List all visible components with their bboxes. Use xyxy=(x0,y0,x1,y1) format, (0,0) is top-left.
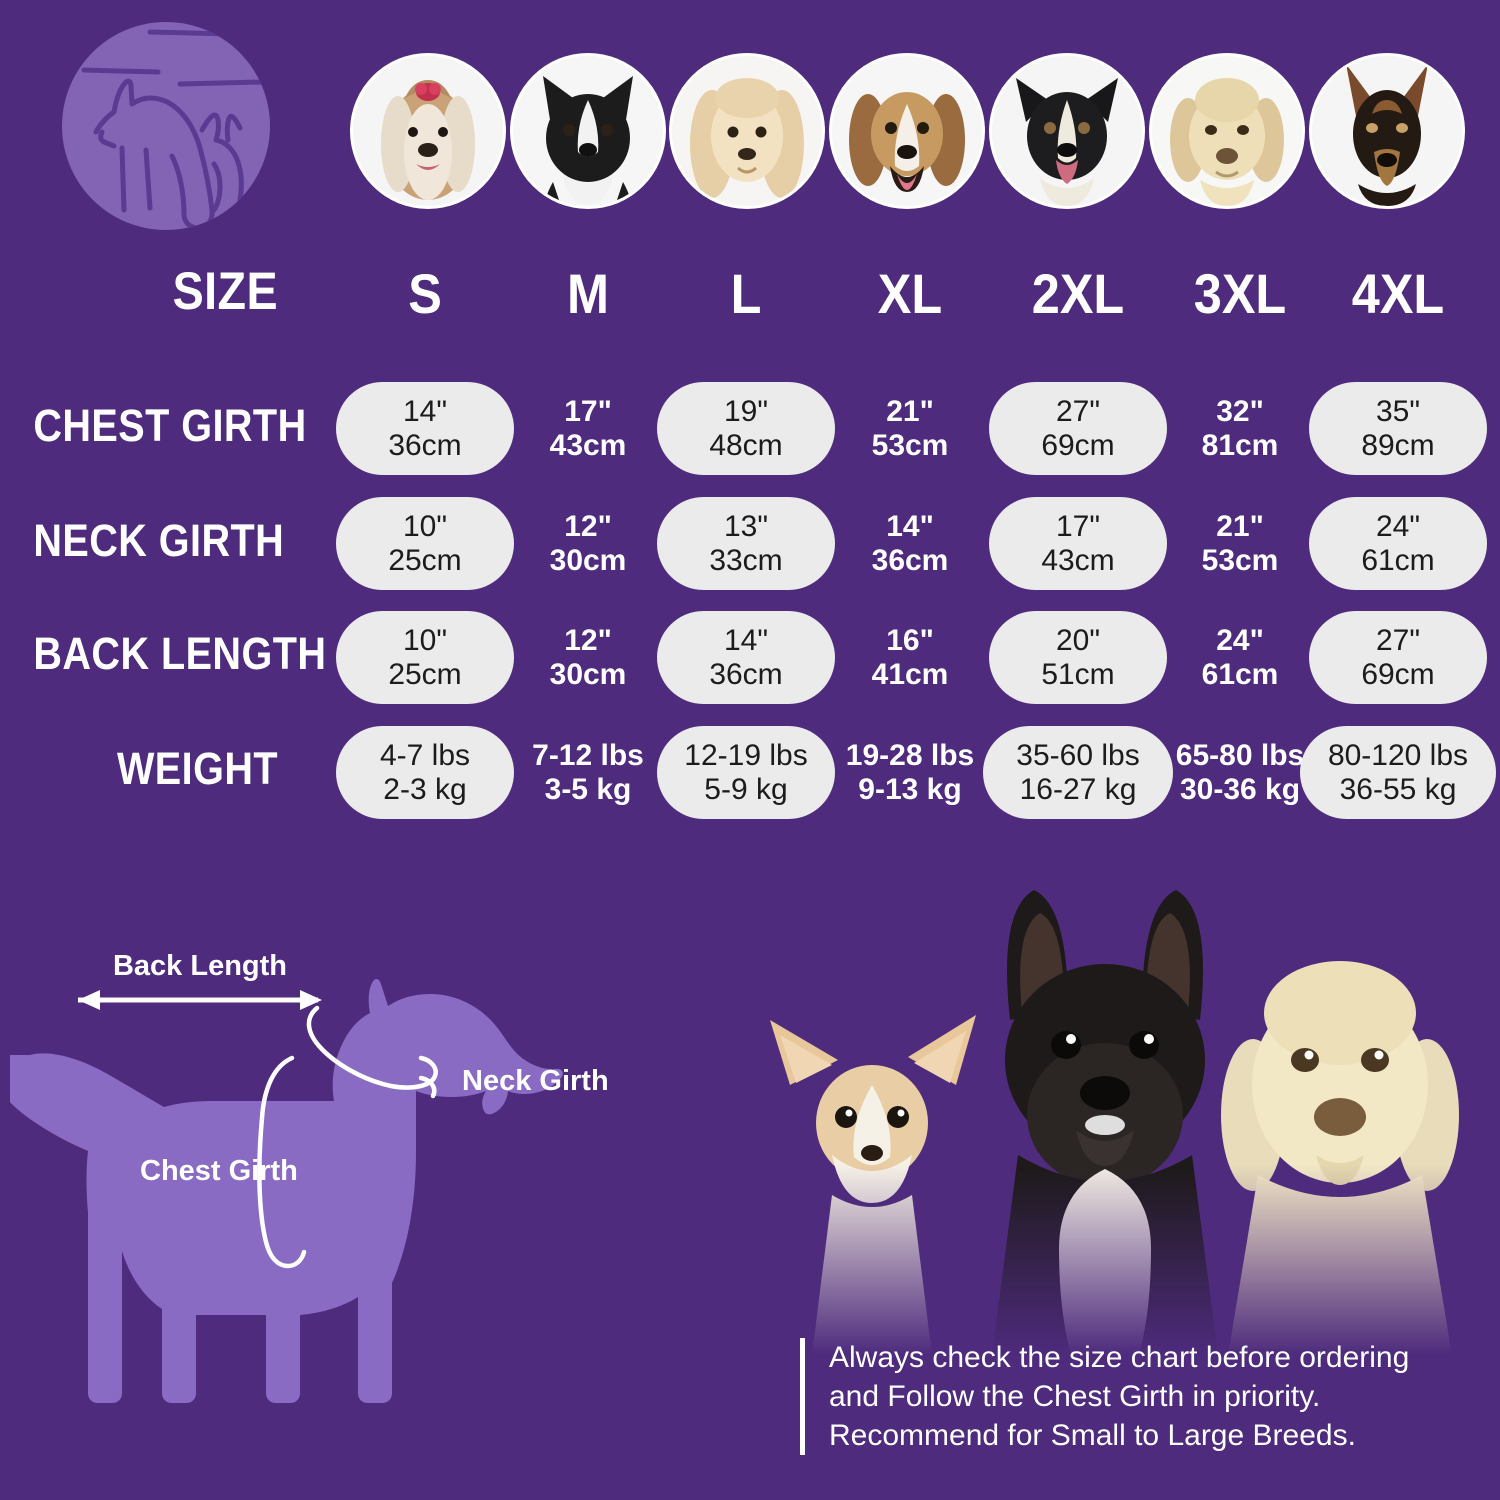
table-title: SIZE xyxy=(172,262,278,321)
chihuahua-photo xyxy=(770,1015,976,1355)
labrador-photo xyxy=(1221,961,1459,1355)
cell-weight-xl: 19-28 lbs 9-13 kg xyxy=(845,739,975,806)
size-chart-table: SIZE CHEST GIRTH NECK GIRTH BACK LENGTH … xyxy=(0,245,1500,845)
breed-photo-cocker-spaniel xyxy=(672,56,822,206)
cell-chest-3xl: 32" 81cm xyxy=(1201,395,1279,462)
cell-back-xl: 16" 41cm xyxy=(871,624,949,691)
cell-back-2xl: 20" 51cm xyxy=(989,611,1167,705)
cell-chest-2xl: 27" 69cm xyxy=(989,382,1167,476)
chest-girth-label: Chest Girth xyxy=(140,1155,298,1187)
cell-back-4xl: 27" 69cm xyxy=(1309,611,1487,705)
cell-neck-4xl: 24" 61cm xyxy=(1309,497,1487,591)
cell-back-s: 10" 25cm xyxy=(336,611,514,705)
cell-weight-2xl: 35-60 lbs 16-27 kg xyxy=(983,726,1173,820)
column-header-m: M xyxy=(567,262,609,325)
cell-chest-s: 14" 36cm xyxy=(336,382,514,476)
cell-chest-xl: 21" 53cm xyxy=(871,395,949,462)
cell-neck-m: 12" 30cm xyxy=(549,510,627,577)
dog-breed-photo-group xyxy=(760,855,1500,1355)
row-label-neck-girth: NECK GIRTH xyxy=(33,515,285,566)
row-label-chest-girth: CHEST GIRTH xyxy=(33,400,307,451)
cell-neck-l: 13" 33cm xyxy=(657,497,835,591)
note-line-1: Always check the size chart before order… xyxy=(829,1341,1410,1374)
cell-weight-4xl: 80-120 lbs 36-55 kg xyxy=(1300,726,1496,820)
back-length-label: Back Length xyxy=(113,950,287,982)
neck-girth-loop xyxy=(306,1005,438,1099)
breed-photo-border-collie xyxy=(992,56,1142,206)
breed-photo-boston-terrier xyxy=(513,56,663,206)
cell-weight-l: 12-19 lbs 5-9 kg xyxy=(657,726,835,820)
header-bar xyxy=(0,0,1500,245)
column-header-l: L xyxy=(730,262,762,325)
french-bulldog-photo xyxy=(992,890,1218,1355)
neck-girth-label: Neck Girth xyxy=(462,1065,609,1097)
column-header-3xl: 3XL xyxy=(1193,262,1287,325)
row-label-back-length: BACK LENGTH xyxy=(33,628,327,679)
cell-neck-xl: 14" 36cm xyxy=(871,510,949,577)
cell-back-m: 12" 30cm xyxy=(549,624,627,691)
back-length-arrow xyxy=(78,990,322,1010)
breed-photo-doberman-pinscher xyxy=(1312,56,1462,206)
note-line-2: and Follow the Chest Girth in priority. xyxy=(829,1380,1321,1413)
cell-weight-s: 4-7 lbs 2-3 kg xyxy=(336,726,514,820)
breed-photo-labrador-retriever xyxy=(1152,56,1302,206)
cell-neck-s: 10" 25cm xyxy=(336,497,514,591)
dog-and-cat-logo xyxy=(62,22,270,230)
cell-back-l: 14" 36cm xyxy=(657,611,835,705)
column-header-s: S xyxy=(408,262,442,325)
cell-weight-3xl: 65-80 lbs 30-36 kg xyxy=(1175,739,1305,806)
breed-photo-beagle xyxy=(832,56,982,206)
column-header-2xl: 2XL xyxy=(1031,262,1125,325)
measurement-diagram: Back Length Neck Girth Chest Girth xyxy=(10,880,770,1480)
column-header-xl: XL xyxy=(877,262,943,325)
cell-chest-4xl: 35" 89cm xyxy=(1309,382,1487,476)
cell-neck-3xl: 21" 53cm xyxy=(1201,510,1279,577)
cell-back-3xl: 24" 61cm xyxy=(1201,624,1279,691)
column-header-4xl: 4XL xyxy=(1351,262,1445,325)
chest-girth-loop xyxy=(257,1055,307,1269)
note-line-3: Recommend for Small to Large Breeds. xyxy=(829,1419,1356,1452)
cell-chest-m: 17" 43cm xyxy=(549,395,627,462)
cell-neck-2xl: 17" 43cm xyxy=(989,497,1167,591)
cell-weight-m: 7-12 lbs 3-5 kg xyxy=(532,739,644,806)
row-label-weight: WEIGHT xyxy=(116,743,278,794)
cell-chest-l: 19" 48cm xyxy=(657,382,835,476)
size-chart-note: Always check the size chart before order… xyxy=(800,1338,1500,1455)
dog-silhouette-shape xyxy=(10,979,563,1403)
breed-photo-shih-tzu xyxy=(353,56,503,206)
